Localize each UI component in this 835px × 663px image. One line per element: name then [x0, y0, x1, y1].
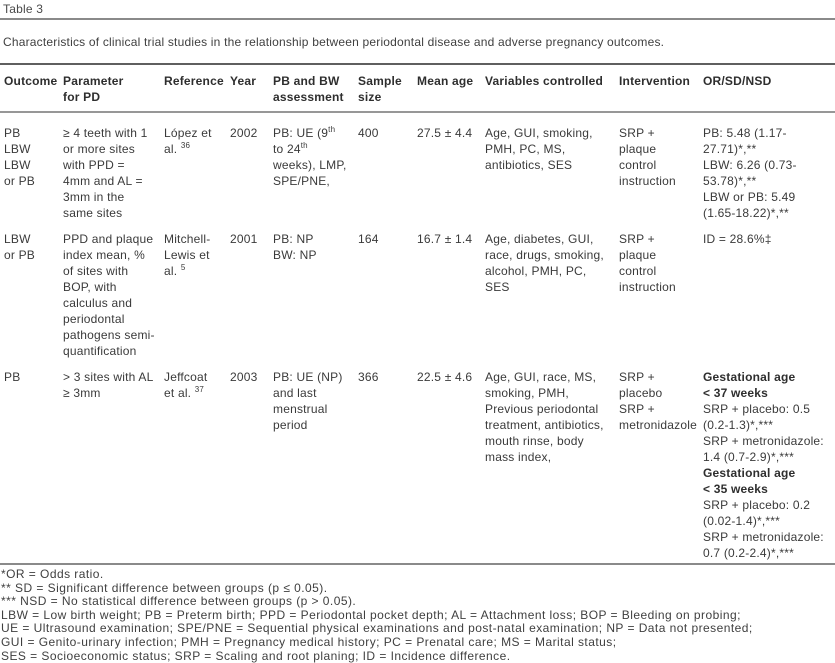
cell-variables: Age, diabetes, GUI, race, drugs, smoking…	[485, 232, 604, 294]
cell-mean-age: 16.7 ± 1.4	[417, 232, 473, 246]
cell-intervention: SRP + plaque control instruction	[619, 126, 676, 188]
cell-outcome: LBW or PB	[4, 232, 36, 262]
cell-reference: Jeffcoat et al. 37	[164, 370, 208, 400]
clinical-trials-table: Outcome Parameter for PD Reference Year …	[0, 63, 835, 563]
cell-assessment: PB: NP BW: NP	[273, 232, 317, 262]
cell-outcome: PB	[4, 370, 21, 384]
footnote-abbreviations-2: UE = Ultrasound examination; SPE/PNE = S…	[1, 621, 753, 636]
cell-parameter: > 3 sites with AL ≥ 3mm	[63, 370, 154, 400]
column-header-sample-size: Sample size	[358, 64, 417, 113]
cell-year: 2002	[230, 126, 258, 140]
table-number-label: Table 3	[3, 2, 44, 16]
cell-reference: Mitchell-Lewis et al. 5	[164, 232, 211, 278]
cell-sample-size: 366	[358, 370, 379, 384]
table-bottom-divider	[0, 563, 835, 565]
title-divider	[0, 18, 835, 20]
column-header-variables: Variables controlled	[485, 64, 619, 113]
cell-assessment: PB: UE (9th to 24th weeks), LMP, SPE/PNE…	[273, 125, 347, 189]
cell-year: 2003	[230, 370, 258, 384]
column-header-or-sd-nsd: OR/SD/NSD	[703, 64, 835, 113]
header-row: Outcome Parameter for PD Reference Year …	[0, 64, 835, 113]
cell-or-sd-nsd: ID = 28.6%‡	[703, 232, 772, 246]
cell-or-sd-nsd: PB: 5.48 (1.17-27.71)*,** LBW: 6.26 (0.7…	[703, 126, 797, 220]
column-header-year: Year	[230, 64, 273, 113]
cell-or-sd-nsd: Gestational age < 37 weeks SRP + placebo…	[703, 370, 824, 560]
column-header-parameter: Parameter for PD	[63, 64, 164, 113]
column-header-mean-age: Mean age	[417, 64, 485, 113]
cell-year: 2001	[230, 232, 258, 246]
table-row: PB LBW LBW or PB ≥ 4 teeth with 1 or mor…	[0, 112, 835, 231]
footnote-abbreviations-4: SES = Socioeconomic status; SRP = Scalin…	[1, 648, 511, 663]
cell-mean-age: 27.5 ± 4.4	[417, 126, 473, 140]
column-header-reference: Reference	[164, 64, 230, 113]
footnote-or: *OR = Odds ratio.	[1, 567, 104, 581]
cell-parameter: PPD and plaque index mean, % of sites wi…	[63, 232, 155, 358]
cell-variables: Age, GUI, race, MS, smoking, PMH, Previo…	[485, 370, 604, 464]
footnote-abbreviations-1: LBW = Low birth weight; PB = Preterm bir…	[1, 607, 741, 622]
cell-intervention: SRP + placebo SRP + metronidazole	[619, 370, 697, 432]
column-header-intervention: Intervention	[619, 64, 703, 113]
cell-sample-size: 164	[358, 232, 379, 246]
table-row: PB > 3 sites with AL ≥ 3mm Jeffcoat et a…	[0, 369, 835, 563]
cell-sample-size: 400	[358, 126, 379, 140]
cell-intervention: SRP + plaque control instruction	[619, 232, 676, 294]
table-row: LBW or PB PPD and plaque index mean, % o…	[0, 231, 835, 369]
footnote-sd: ** SD = Significant difference between g…	[1, 580, 328, 595]
column-header-assessment: PB and BW assessment	[273, 64, 358, 113]
footnote-nsd: *** NSD = No statistical difference betw…	[1, 594, 357, 609]
footnotes-block: *OR = Odds ratio. ** SD = Significant di…	[1, 567, 835, 663]
cell-variables: Age, GUI, smoking, PMH, PC, MS, antibiot…	[485, 126, 593, 172]
cell-mean-age: 22.5 ± 4.6	[417, 370, 473, 384]
footnote-abbreviations-3: GUI = Genito-urinary infection; PMH = Pr…	[1, 634, 617, 649]
cell-parameter: ≥ 4 teeth with 1 or more sites with PPD …	[63, 126, 148, 220]
table-caption: Characteristics of clinical trial studie…	[3, 35, 665, 49]
cell-outcome: PB LBW LBW or PB	[4, 126, 36, 188]
column-header-outcome: Outcome	[0, 64, 63, 113]
cell-reference: López et al. 36	[164, 126, 212, 156]
cell-assessment: PB: UE (NP) and last menstrual period	[273, 370, 343, 432]
